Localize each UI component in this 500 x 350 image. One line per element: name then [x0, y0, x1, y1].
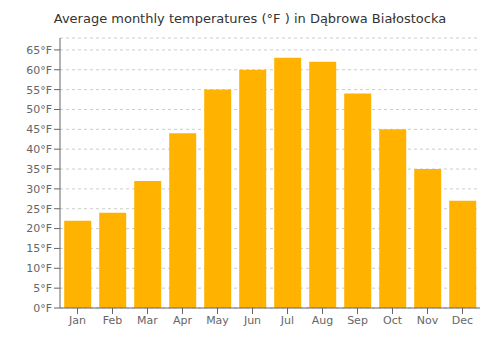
svg-text:Sep: Sep	[347, 314, 368, 327]
svg-text:20°F: 20°F	[26, 222, 52, 235]
svg-text:Nov: Nov	[417, 314, 439, 327]
svg-text:Aug: Aug	[312, 314, 333, 327]
svg-text:30°F: 30°F	[26, 183, 52, 196]
svg-text:65°F: 65°F	[26, 44, 52, 57]
svg-text:45°F: 45°F	[26, 123, 52, 136]
html-text:Average monthly temperatures (: Average monthly temperatures (°F ) in Dą…	[53, 11, 447, 26]
svg-text:Jan: Jan	[68, 314, 86, 327]
svg-text:5°F: 5°F	[33, 282, 52, 295]
svg-text:Feb: Feb	[103, 314, 122, 327]
svg-text:40°F: 40°F	[26, 143, 52, 156]
svg-text:Mar: Mar	[137, 314, 158, 327]
svg-text:Dec: Dec	[452, 314, 473, 327]
svg-text:25°F: 25°F	[26, 203, 52, 216]
svg-text:Oct: Oct	[383, 314, 403, 327]
svg-text:60°F: 60°F	[26, 64, 52, 77]
svg-text:10°F: 10°F	[26, 262, 52, 275]
svg-text:Apr: Apr	[173, 314, 193, 327]
svg-text:May: May	[206, 314, 229, 327]
svg-text:0°F: 0°F	[33, 302, 52, 315]
svg-text:15°F: 15°F	[26, 242, 52, 255]
svg-text:Jun: Jun	[243, 314, 261, 327]
svg-text:35°F: 35°F	[26, 163, 52, 176]
svg-text:55°F: 55°F	[26, 84, 52, 97]
svg-text:50°F: 50°F	[26, 103, 52, 116]
svg-text:Jul: Jul	[280, 314, 294, 327]
